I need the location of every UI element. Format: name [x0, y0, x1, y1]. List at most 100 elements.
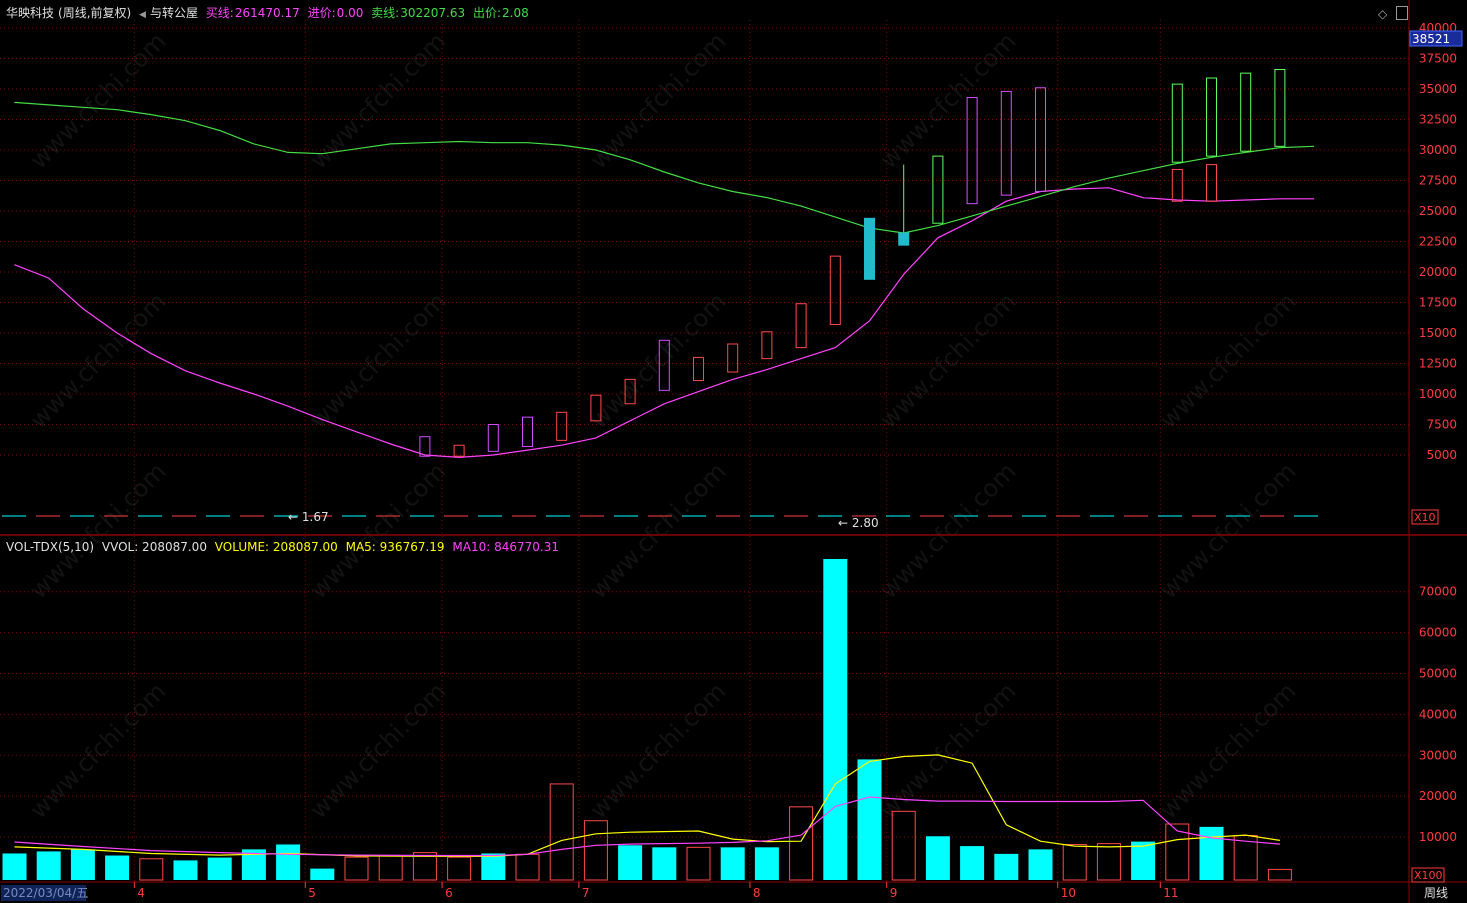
volume-tick-label: 40000 — [1419, 707, 1457, 721]
price-panel[interactable]: ← 1.67 ← 2.80 — [2, 68, 1318, 530]
x-month-label: 9 — [890, 886, 898, 900]
volume-bar[interactable] — [447, 856, 472, 881]
exit-value: 2.08 — [502, 6, 529, 20]
candle[interactable] — [727, 343, 739, 373]
price-tick-label: 30000 — [1419, 143, 1457, 157]
price-tick-label: 5000 — [1426, 448, 1457, 462]
candle[interactable] — [864, 217, 875, 280]
watermark-layer: www.cfchi.com www.cfchi.com www.cfchi.com w… — [24, 27, 1301, 824]
candle[interactable] — [522, 416, 533, 447]
volume-bar[interactable] — [823, 558, 848, 880]
sell-line-label: 卖线: — [371, 6, 400, 20]
candle[interactable] — [1274, 68, 1286, 147]
exit-label: 出价: — [472, 6, 501, 20]
volume-bar[interactable] — [378, 855, 403, 881]
watermark-text: www.cfchi.com — [874, 457, 1021, 604]
panel-toggle-icon[interactable] — [1396, 6, 1408, 20]
candle[interactable] — [761, 331, 773, 360]
candle[interactable] — [1206, 164, 1217, 202]
volume-bar[interactable] — [857, 759, 882, 880]
collapse-arrow-icon[interactable]: ◀ — [139, 10, 146, 20]
candle[interactable] — [1035, 87, 1046, 192]
candle[interactable] — [693, 356, 704, 382]
candle[interactable] — [1000, 90, 1012, 196]
stock-name[interactable]: 华映科技 — [6, 6, 55, 20]
volume-bar[interactable] — [720, 847, 745, 880]
candle[interactable] — [1171, 169, 1183, 202]
candle[interactable] — [419, 436, 431, 457]
volume-bar[interactable] — [70, 849, 95, 880]
x-month-label: 8 — [753, 886, 761, 900]
volume-bar[interactable] — [994, 853, 1019, 880]
volume-bar[interactable] — [1199, 826, 1224, 880]
volume-bar[interactable] — [515, 853, 540, 881]
volume-bar[interactable] — [1062, 843, 1087, 881]
current-price-badge — [1409, 30, 1463, 47]
buy-line-label: 买线: — [205, 6, 234, 20]
volume-bar[interactable] — [686, 846, 711, 881]
watermark-text: www.cfchi.com — [584, 457, 731, 604]
volume-bar[interactable] — [481, 853, 506, 880]
volume-bar[interactable] — [276, 844, 301, 880]
volume-tick-label: 10000 — [1419, 830, 1457, 844]
volume-bar[interactable] — [1096, 843, 1121, 881]
volume-bar[interactable] — [1165, 823, 1190, 881]
volume-bar[interactable] — [1267, 868, 1292, 881]
candle[interactable] — [1171, 83, 1183, 163]
candle[interactable] — [795, 303, 807, 349]
price-tick-label: 25000 — [1419, 204, 1457, 218]
candle[interactable] — [590, 394, 602, 422]
volume-bar[interactable] — [960, 846, 985, 880]
candle[interactable] — [556, 411, 568, 441]
candle[interactable] — [658, 339, 670, 391]
volume-bar[interactable] — [36, 851, 61, 880]
indicator-name[interactable]: 与转公屋 — [149, 6, 198, 20]
volume-header: VOL-TDX(5,10) VVOL: 208087.00 VOLUME: 20… — [6, 540, 563, 554]
candle[interactable] — [1240, 72, 1252, 152]
watermark-text: www.cfchi.com — [874, 287, 1021, 434]
volume-bar[interactable] — [344, 856, 369, 881]
entry-label: 进价: — [307, 6, 336, 20]
volume-bar[interactable] — [652, 847, 677, 880]
candle[interactable] — [624, 378, 636, 405]
candle[interactable] — [829, 255, 841, 325]
x-month-label: 6 — [445, 886, 453, 900]
volume-bar[interactable] — [139, 858, 164, 881]
volume-bar[interactable] — [1028, 849, 1053, 880]
candle[interactable] — [898, 232, 910, 246]
diamond-icon[interactable]: ◇ — [1378, 7, 1388, 21]
volume-bar[interactable] — [891, 810, 916, 881]
low-price-mark: ← 1.67 — [288, 510, 329, 524]
volume-bar[interactable] — [549, 783, 574, 881]
volume-bar[interactable] — [2, 853, 27, 880]
buy-line-value: 261470.17 — [234, 6, 300, 20]
volume-bar[interactable] — [583, 820, 608, 881]
volume-bar[interactable] — [207, 857, 232, 880]
x-month-label: 10 — [1061, 886, 1076, 900]
candle[interactable] — [1206, 77, 1217, 157]
volume-bar[interactable] — [925, 836, 950, 880]
volume-bar[interactable] — [789, 806, 814, 881]
volume-bar[interactable] — [1131, 841, 1156, 880]
x-month-label: 4 — [137, 886, 145, 900]
candle[interactable] — [966, 97, 978, 205]
candle[interactable] — [487, 424, 499, 452]
watermark-text: www.cfchi.com — [1154, 287, 1301, 434]
volume-bar[interactable] — [754, 847, 779, 880]
volume-bar[interactable] — [310, 868, 335, 880]
sell-line-value: 302207.63 — [400, 6, 466, 20]
volume-panel[interactable] — [2, 558, 1292, 881]
volume-tick-label: 30000 — [1419, 748, 1457, 762]
price-tick-label: 32500 — [1419, 113, 1457, 127]
volume-bar[interactable] — [412, 852, 437, 881]
watermark-text: www.cfchi.com — [304, 27, 451, 174]
volume-bar[interactable] — [105, 855, 130, 880]
volume-bar[interactable] — [618, 845, 643, 880]
candle[interactable] — [932, 155, 944, 224]
volume-tick-label: 50000 — [1419, 667, 1457, 681]
volume-bar[interactable] — [173, 860, 198, 880]
candle[interactable] — [453, 444, 465, 457]
vol-indicator-name[interactable]: VOL-TDX(5,10) — [6, 540, 95, 554]
